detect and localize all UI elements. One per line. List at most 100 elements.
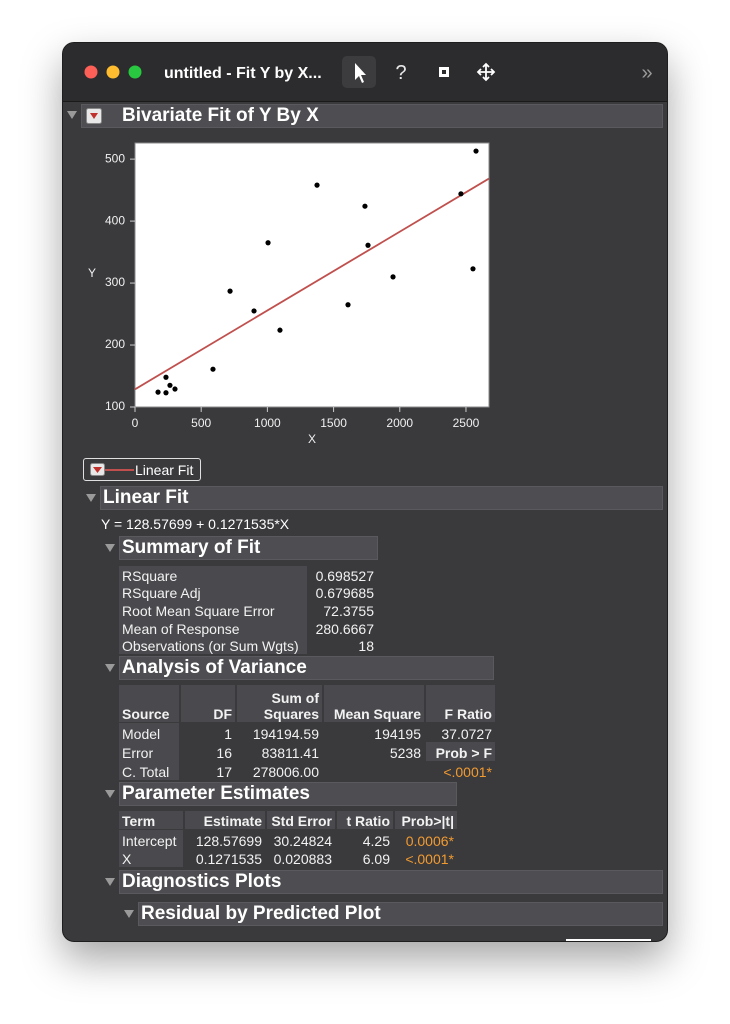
cell-text: 83811.41 — [261, 745, 319, 761]
residual-plot-area — [566, 939, 651, 941]
fit-equation: Y = 128.57699 + 0.1271535*X — [101, 516, 290, 532]
x-tick-label: 2500 — [453, 416, 480, 430]
table-cell: 194195 — [324, 723, 424, 742]
disclosure-triangle[interactable] — [104, 663, 116, 673]
cell-text: 0.679685 — [315, 585, 374, 602]
y-tick-label: 300 — [105, 275, 125, 289]
table-cell: C. Total — [119, 761, 179, 780]
y-tick-label: 200 — [105, 337, 125, 351]
minimize-button[interactable] — [106, 65, 120, 79]
x-tick-label: 500 — [191, 416, 211, 430]
overflow-button[interactable]: » — [641, 62, 652, 84]
pointer-icon — [355, 63, 366, 83]
red-triangle-menu[interactable] — [86, 108, 102, 124]
cell-text: Prob > F — [435, 745, 492, 761]
table-cell: 280.6667 — [309, 619, 377, 637]
data-point — [314, 182, 320, 188]
table-cell: X — [119, 848, 183, 867]
x-axis-label: X — [308, 432, 316, 446]
title-bar: untitled - Fit Y by X... ? » — [63, 43, 667, 102]
disclosure-triangle[interactable] — [123, 909, 135, 919]
disclosure-triangle[interactable] — [85, 493, 97, 503]
data-point — [163, 390, 169, 396]
data-point — [473, 148, 479, 154]
cell-text: 0.0006* — [405, 832, 454, 849]
cell-text: <.0001* — [405, 851, 454, 867]
table-cell: Prob>|t| — [395, 811, 457, 829]
table-cell: 17 — [181, 761, 235, 780]
scatter-chart: Y X 0 500 1000 1500 2000 2500 100 200 300 400 500 — [88, 142, 490, 446]
disclosure-triangle[interactable] — [104, 789, 116, 799]
table-cell: 0.679685 — [309, 584, 377, 602]
window-title: untitled - Fit Y by X... — [164, 65, 322, 82]
disclosure-triangle[interactable] — [66, 110, 78, 120]
cell-text: 128.57699 — [195, 832, 262, 849]
table-cell: Term — [119, 811, 183, 829]
lasso-tool[interactable] — [439, 67, 449, 77]
cell-text: 280.6667 — [315, 620, 374, 637]
data-point — [362, 203, 368, 209]
table-cell: 72.3755 — [309, 601, 377, 619]
table-cell: 0.020883 — [267, 849, 335, 867]
disclosure-triangle[interactable] — [104, 543, 116, 553]
cell-text: RSquare Adj — [122, 585, 201, 602]
data-point — [251, 308, 257, 314]
table-cell: 18 — [309, 637, 377, 655]
x-tick-label: 1500 — [320, 416, 347, 430]
cell-text: Sum of Squares — [263, 690, 319, 722]
table-cell: <.0001* — [426, 761, 495, 780]
cell-text: 6.09 — [362, 851, 390, 867]
fit-line — [135, 177, 489, 391]
cell-text: 194195 — [374, 726, 421, 742]
zoom-button[interactable] — [128, 65, 142, 79]
cell-text: 278006.00 — [252, 764, 319, 780]
cell-text: 4.25 — [362, 832, 390, 849]
data-point — [155, 389, 161, 395]
cell-text: Source — [122, 706, 170, 722]
cell-text: 16 — [216, 745, 232, 761]
section-header: Residual by Predicted Plot — [138, 902, 663, 926]
cell-text: RSquare — [122, 567, 178, 584]
y-axis-label: Y — [88, 266, 96, 280]
cell-text: 0.020883 — [273, 851, 332, 867]
cell-text: 0.698527 — [315, 567, 374, 584]
data-point — [458, 191, 464, 197]
close-button[interactable] — [84, 65, 98, 79]
cell-text: 18 — [358, 638, 374, 655]
help-tool[interactable]: ? — [395, 62, 406, 84]
table-cell: 278006.00 — [237, 761, 322, 780]
table-cell: 30.24824 — [267, 830, 335, 849]
cell-text: Std Error — [271, 813, 332, 829]
cell-text: t Ratio — [346, 813, 390, 829]
data-point — [167, 382, 173, 388]
table-cell: 83811.41 — [237, 742, 322, 761]
table-cell: DF — [181, 685, 235, 722]
table-cell: 16 — [181, 742, 235, 761]
data-point — [390, 274, 396, 280]
cell-text: DF — [213, 706, 232, 722]
cell-text: 1 — [224, 726, 232, 742]
cell-text: Term — [122, 813, 156, 829]
cell-text: Mean of Response — [122, 620, 240, 637]
cell-text: F Ratio — [444, 706, 492, 722]
move-tool[interactable] — [476, 62, 496, 82]
disclosure-triangle[interactable] — [104, 877, 116, 887]
table-cell: 1 — [181, 723, 235, 742]
cell-text: 5238 — [389, 745, 421, 761]
table-cell: 37.0727 — [426, 723, 495, 742]
table-cell: Root Mean Square Error — [119, 601, 307, 620]
cell-text: 30.24824 — [273, 832, 332, 849]
cell-text: X — [122, 851, 132, 867]
cell-text: C. Total — [122, 764, 170, 780]
fit-legend-button[interactable]: Linear Fit — [83, 458, 201, 481]
data-point — [172, 386, 178, 392]
cell-text: Root Mean Square Error — [122, 603, 275, 620]
app-window: untitled - Fit Y by X... ? » Bivariate F… — [62, 42, 668, 942]
cell-text: 72.3755 — [323, 603, 374, 620]
cell-text: 194194.59 — [252, 726, 319, 742]
table-cell: 0.698527 — [309, 566, 377, 584]
cell-text: Observations (or Sum Wgts) — [122, 638, 299, 655]
x-tick-label: 1000 — [254, 416, 281, 430]
table-cell: 0.1271535 — [185, 849, 265, 867]
